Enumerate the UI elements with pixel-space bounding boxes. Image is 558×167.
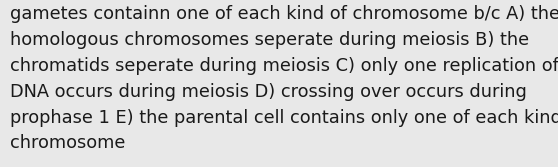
Text: homologous chromosomes seperate during meiosis B) the: homologous chromosomes seperate during m… <box>10 31 529 49</box>
Text: chromatids seperate during meiosis C) only one replication of: chromatids seperate during meiosis C) on… <box>10 57 558 75</box>
Text: gametes containn one of each kind of chromosome b/c A) the: gametes containn one of each kind of chr… <box>10 5 558 23</box>
Text: prophase 1 E) the parental cell contains only one of each kind of: prophase 1 E) the parental cell contains… <box>10 109 558 127</box>
Text: chromosome: chromosome <box>10 134 126 152</box>
Text: DNA occurs during meiosis D) crossing over occurs during: DNA occurs during meiosis D) crossing ov… <box>10 83 527 101</box>
